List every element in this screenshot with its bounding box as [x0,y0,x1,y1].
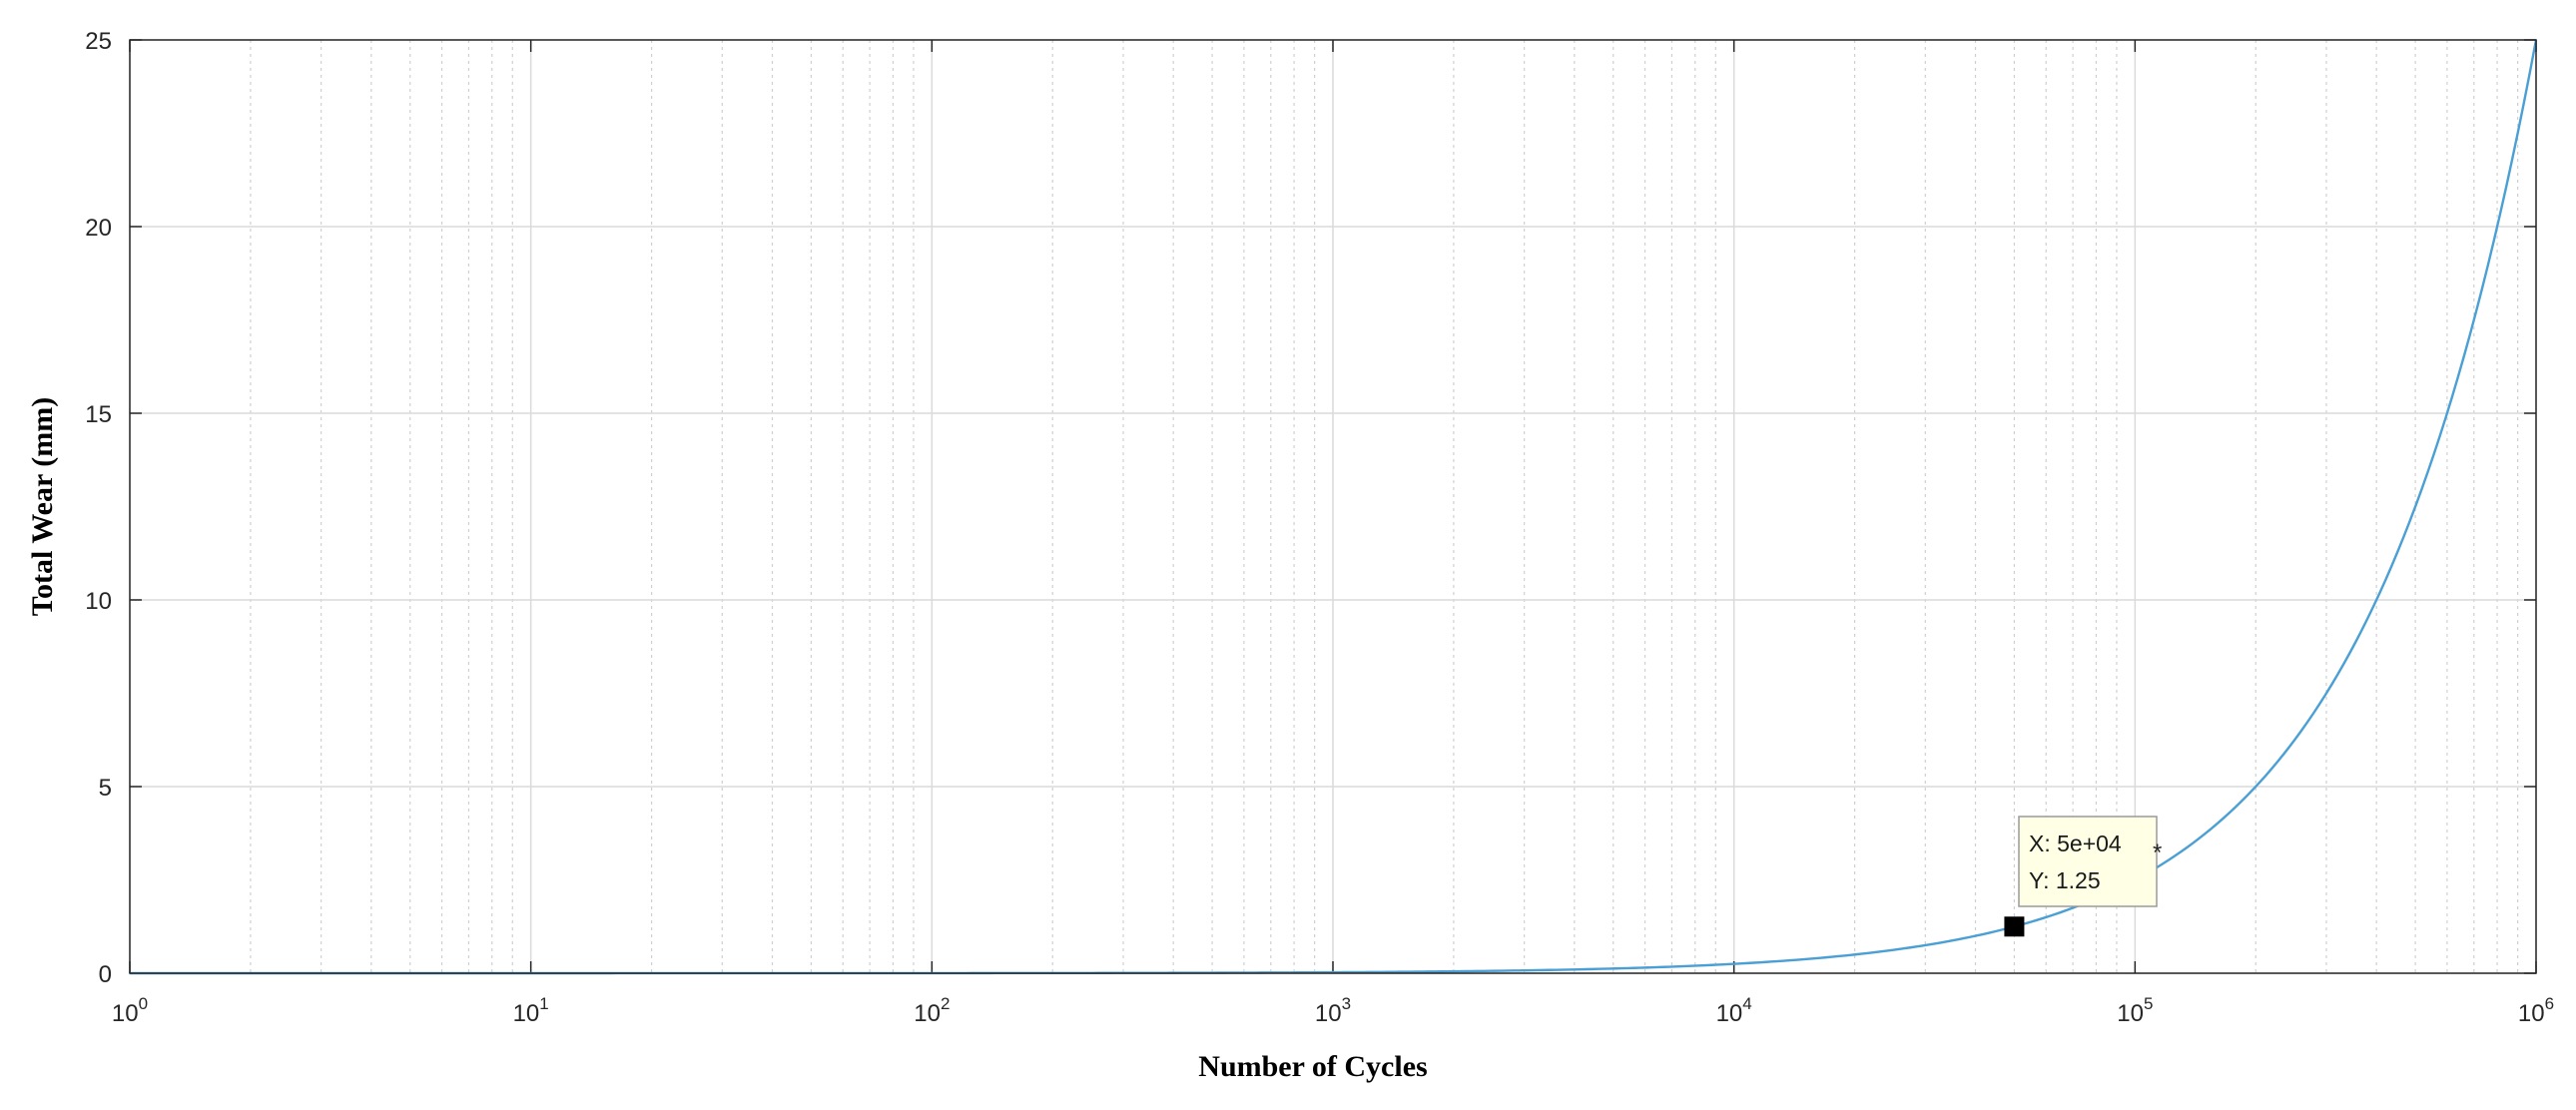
plot-border [129,39,2537,974]
datatip-y-text: Y: 1.25 [2029,867,2101,893]
y-tick-label: 0 [99,961,112,988]
x-tick-label: 102 [914,994,950,1027]
datatip-x-text: X: 5e+04 [2029,831,2122,856]
x-tick-label: 103 [1315,994,1351,1027]
x-tick-label: 100 [112,994,148,1027]
x-axis-label: Number of Cycles [1198,1050,1427,1083]
datatip-pin-icon: * [2153,839,2162,866]
y-tick-label: 20 [85,215,112,242]
y-tick-label: 15 [85,401,112,428]
datatip-box [2018,816,2158,907]
y-tick-label: 10 [85,588,112,615]
y-axis-label: Total Wear (mm) [26,397,59,616]
datatip[interactable]: X: 5e+04 Y: 1.25 * [2004,816,2162,937]
y-tick-label: 25 [85,28,112,55]
y-tick-label: 5 [99,775,112,802]
x-tick-label: 101 [513,994,549,1027]
datatip-marker [2004,916,2025,937]
y-tick-labels: 0 5 10 15 20 25 [85,28,112,988]
x-tick-label: 104 [1716,994,1752,1027]
x-tick-label: 106 [2518,994,2554,1027]
x-tick-labels: 100 101 102 103 104 105 106 [112,994,2554,1027]
x-tick-label: 105 [2117,994,2153,1027]
